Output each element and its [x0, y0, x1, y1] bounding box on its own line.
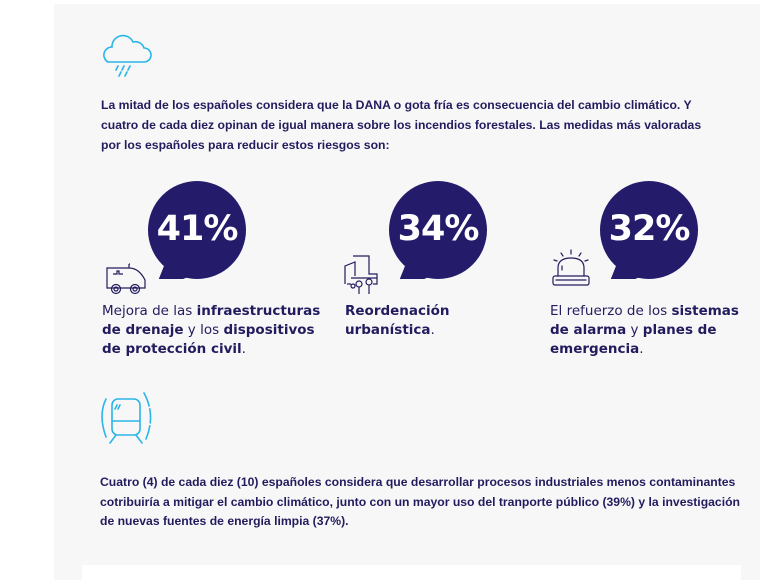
content-panel — [54, 4, 760, 580]
stat-value-2: 34% — [397, 209, 480, 249]
rain-cloud-icon — [103, 34, 152, 77]
stat-text-3: El refuerzo de los sistemas de alarma y … — [550, 302, 750, 359]
stat-text-2: Reordenación urbanística. — [345, 302, 495, 340]
stat-text-1-a: Mejora de las — [102, 303, 197, 319]
stat-text-3-b: sistemas de alarma — [550, 303, 739, 338]
stat-bubble-1 — [148, 181, 246, 279]
outro-text: Cuatro (4) de cada diez (10) españoles c… — [100, 475, 740, 528]
stat-text-1-e: . — [241, 341, 246, 357]
stat-text-1: Mejora de las infraestructuras de drenaj… — [102, 302, 332, 359]
stat-bubble-2 — [389, 181, 487, 279]
stat-value-1-wrap: 41% — [148, 181, 246, 279]
stat-text-3-e: . — [639, 341, 644, 357]
stat-value-3: 32% — [608, 209, 691, 249]
stat-bubble-3 — [600, 181, 698, 279]
stat-value-2-wrap: 34% — [389, 181, 487, 279]
stat-text-2-a: Reordenación urbanística — [345, 303, 450, 338]
ambulance-icon — [106, 263, 146, 295]
stat-text-2-b: . — [430, 322, 435, 338]
stat-text-3-d: planes de emergencia — [550, 322, 717, 357]
stat-text-3-a: El refuerzo de los — [550, 303, 672, 319]
stat-text-1-c: y los — [183, 322, 224, 338]
stat-value-3-wrap: 32% — [600, 181, 698, 279]
intro-text: La mitad de los españoles considera que … — [101, 98, 702, 152]
train-icon — [101, 392, 152, 444]
urban-planning-icon — [344, 255, 378, 294]
alarm-light-icon — [552, 249, 590, 286]
stat-text-1-d: dispositivos de protección civil — [102, 322, 315, 357]
stat-value-1: 41% — [156, 209, 239, 249]
stat-text-3-c: y — [626, 322, 643, 338]
bottom-card — [82, 565, 741, 585]
stat-text-1-b: infraestructuras de drenaje — [102, 303, 321, 338]
